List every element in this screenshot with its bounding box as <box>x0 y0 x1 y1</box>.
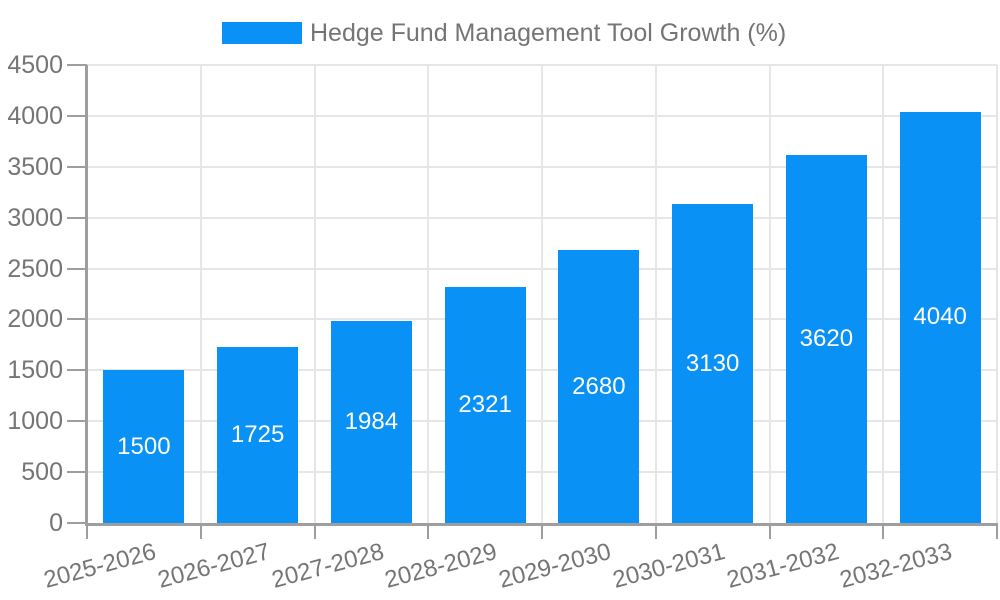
y-tick-label: 3500 <box>7 152 63 181</box>
y-tick-label: 1000 <box>7 407 63 436</box>
y-tick <box>67 471 87 474</box>
bar[interactable] <box>444 286 526 523</box>
y-tick-label: 3000 <box>7 203 63 232</box>
bar[interactable] <box>785 154 867 523</box>
bar-value-label: 1725 <box>230 421 285 449</box>
bar-value-label: 1984 <box>344 408 399 436</box>
y-tick <box>67 318 87 321</box>
y-tick-label: 500 <box>21 458 63 487</box>
x-tick <box>199 523 202 539</box>
x-gridline <box>313 65 316 523</box>
x-axis-line <box>85 523 998 526</box>
legend: Hedge Fund Management Tool Growth (%) <box>0 0 1000 56</box>
y-tick <box>67 165 87 168</box>
bar-value-label: 3620 <box>799 324 854 352</box>
x-gridline <box>427 65 430 523</box>
x-tick <box>427 523 430 539</box>
x-tick <box>882 523 885 539</box>
legend-swatch-icon <box>222 22 302 44</box>
x-gridline <box>541 65 543 523</box>
y-tick <box>67 64 87 66</box>
bar[interactable] <box>558 250 640 523</box>
bar-value-label: 1500 <box>117 432 171 460</box>
y-tick-label: 2000 <box>7 305 63 334</box>
y-axis-line <box>85 65 88 525</box>
y-tick <box>67 216 87 219</box>
bar[interactable] <box>899 111 981 523</box>
bar[interactable] <box>103 370 185 523</box>
bar[interactable] <box>330 321 412 523</box>
x-tick-label: 2030-2031 <box>609 538 728 594</box>
bar[interactable] <box>672 204 754 523</box>
x-tick <box>541 523 543 539</box>
bar-value-label: 3130 <box>685 349 740 377</box>
y-tick-label: 4500 <box>7 51 63 79</box>
y-tick <box>67 420 87 423</box>
y-tick <box>67 114 87 117</box>
x-gridline <box>768 65 771 523</box>
bar-value-label: 2680 <box>572 372 626 400</box>
x-tick <box>654 523 657 539</box>
x-gridline <box>882 65 885 523</box>
x-tick <box>86 523 88 539</box>
y-tick-label: 1500 <box>7 356 63 385</box>
y-tick <box>67 522 87 524</box>
x-tick <box>768 523 771 539</box>
y-tick <box>67 267 87 270</box>
x-tick-label: 2032-2033 <box>837 538 956 594</box>
x-gridline <box>996 65 998 523</box>
x-tick <box>313 523 316 539</box>
x-tick-label: 2025-2026 <box>41 538 159 594</box>
bar-value-label: 2321 <box>458 390 512 418</box>
x-gridline <box>199 65 202 523</box>
y-tick-label: 2500 <box>7 254 63 283</box>
x-tick-label: 2026-2027 <box>154 538 273 594</box>
bar[interactable] <box>217 347 299 523</box>
x-gridline <box>654 65 657 523</box>
x-tick-label: 2031-2032 <box>723 538 842 594</box>
x-tick-label: 2028-2029 <box>382 538 501 594</box>
legend-label: Hedge Fund Management Tool Growth (%) <box>310 19 787 47</box>
y-tick-label: 0 <box>49 509 63 537</box>
x-tick-label: 2029-2030 <box>496 538 614 594</box>
y-tick <box>67 369 87 372</box>
x-tick <box>996 523 998 539</box>
x-tick-label: 2027-2028 <box>268 538 387 594</box>
y-tick-label: 4000 <box>7 101 63 130</box>
bar-value-label: 4040 <box>913 303 967 331</box>
